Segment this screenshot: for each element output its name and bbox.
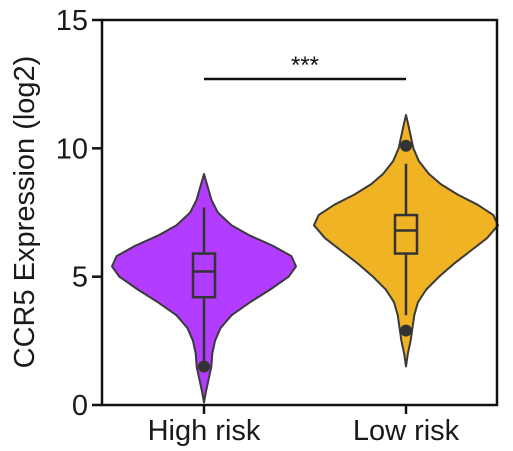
box-iqr	[191, 252, 217, 299]
x-tick-label: High risk	[148, 415, 261, 447]
violin-body	[111, 173, 297, 404]
y-tick-label: 5	[72, 262, 88, 294]
violins-layer	[111, 113, 499, 404]
significance-label: ***	[291, 52, 319, 79]
outlier-point	[198, 360, 210, 373]
outlier-point	[400, 324, 412, 337]
violin-body	[313, 113, 499, 368]
y-axis-title: CCR5 Expression (log2)	[9, 56, 41, 369]
significance-annotation: ***	[204, 52, 406, 81]
plot-frame	[100, 18, 499, 407]
y-tick-label: 0	[72, 390, 88, 422]
y-tick-label: 15	[56, 5, 88, 37]
y-axis: 0 5 10 15	[56, 5, 102, 422]
box-iqr	[393, 213, 419, 255]
outlier-point	[400, 139, 412, 152]
x-axis: High risk Low risk	[148, 405, 460, 447]
y-tick-label: 10	[56, 133, 88, 165]
x-tick-label: Low risk	[353, 415, 460, 447]
